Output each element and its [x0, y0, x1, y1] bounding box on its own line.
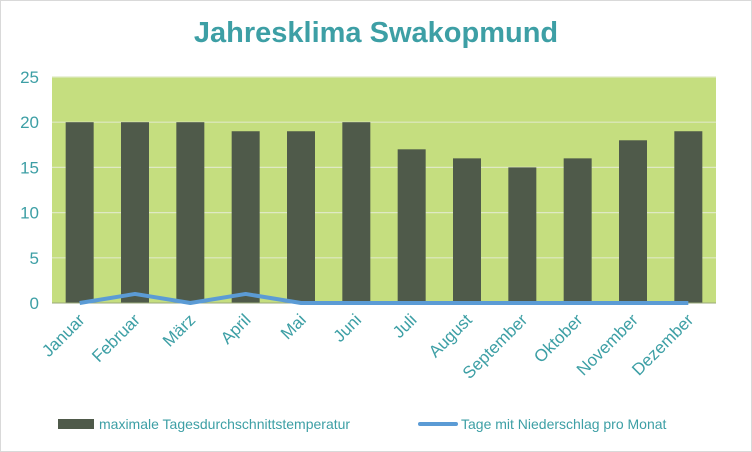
y-tick-label: 15 [20, 158, 39, 177]
bar [674, 131, 703, 303]
legend: maximale Tagesdurchschnittstemperatur Tag… [58, 416, 667, 432]
y-tick-label: 25 [20, 68, 39, 87]
x-tick-label: Juni [330, 310, 365, 345]
y-tick-label: 0 [30, 294, 39, 313]
plot-background [52, 77, 716, 303]
legend-label-bars: maximale Tagesdurchschnittstemperatur [99, 416, 350, 432]
x-tick-label: Mai [277, 310, 310, 343]
bar [397, 149, 426, 303]
bar [619, 140, 647, 303]
legend-label-line: Tage mit Niederschlag pro Monat [461, 416, 667, 432]
y-tick-label: 10 [20, 204, 39, 223]
x-tick-label: Oktober [530, 310, 586, 366]
series-line [79, 291, 689, 305]
bar [342, 122, 371, 303]
x-tick-label: Juli [389, 310, 420, 341]
x-tick-label: Februar [88, 310, 144, 366]
x-tick-label: April [217, 310, 254, 347]
bar [231, 131, 260, 303]
x-tick-label: Dezember [628, 310, 697, 379]
chart-title: Jahresklima Swakopmund [193, 17, 559, 49]
plot-area: 0 5 10 15 20 25 Januar Februar März April Mai Juni J… [20, 68, 716, 383]
x-tick-label: März [159, 310, 199, 350]
bar [121, 122, 149, 303]
bar [65, 122, 94, 303]
y-tick-label: 5 [30, 249, 39, 268]
bar [563, 158, 592, 303]
bar [176, 122, 205, 303]
y-tick-label: 20 [20, 113, 39, 132]
x-tick-label: August [425, 310, 476, 361]
bar [453, 158, 481, 303]
bar [508, 167, 537, 303]
legend-swatch-bars [58, 419, 94, 429]
bar [287, 131, 315, 303]
x-tick-label: Januar [38, 310, 88, 360]
